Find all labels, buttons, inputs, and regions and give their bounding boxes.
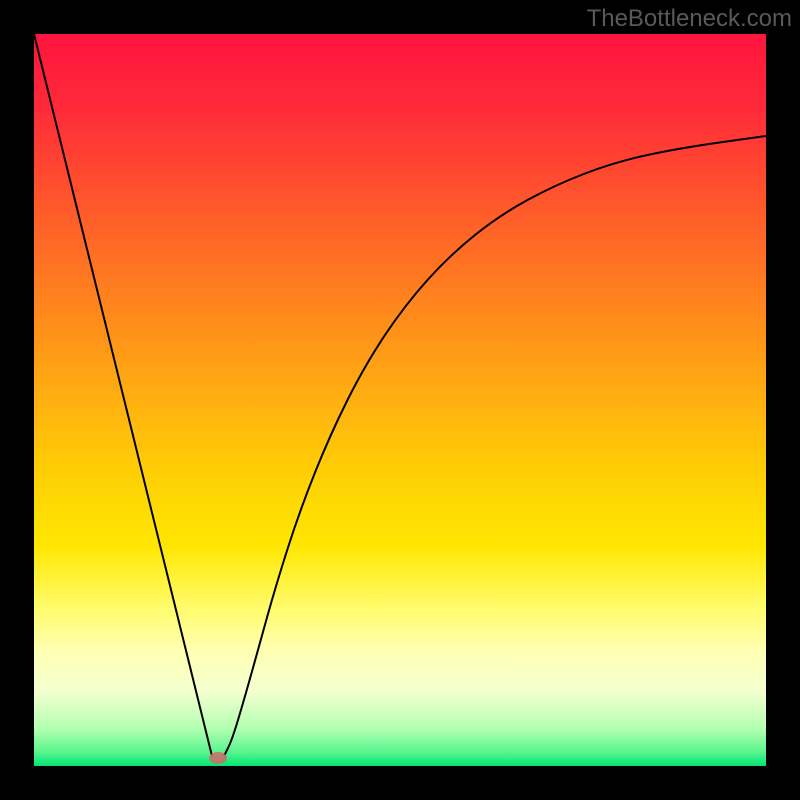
chart-svg xyxy=(0,0,800,800)
watermark-text: TheBottleneck.com xyxy=(587,5,792,33)
plot-background xyxy=(34,34,766,766)
minimum-marker xyxy=(209,752,227,764)
plot-area xyxy=(0,0,800,800)
chart-container: TheBottleneck.com xyxy=(0,0,800,800)
